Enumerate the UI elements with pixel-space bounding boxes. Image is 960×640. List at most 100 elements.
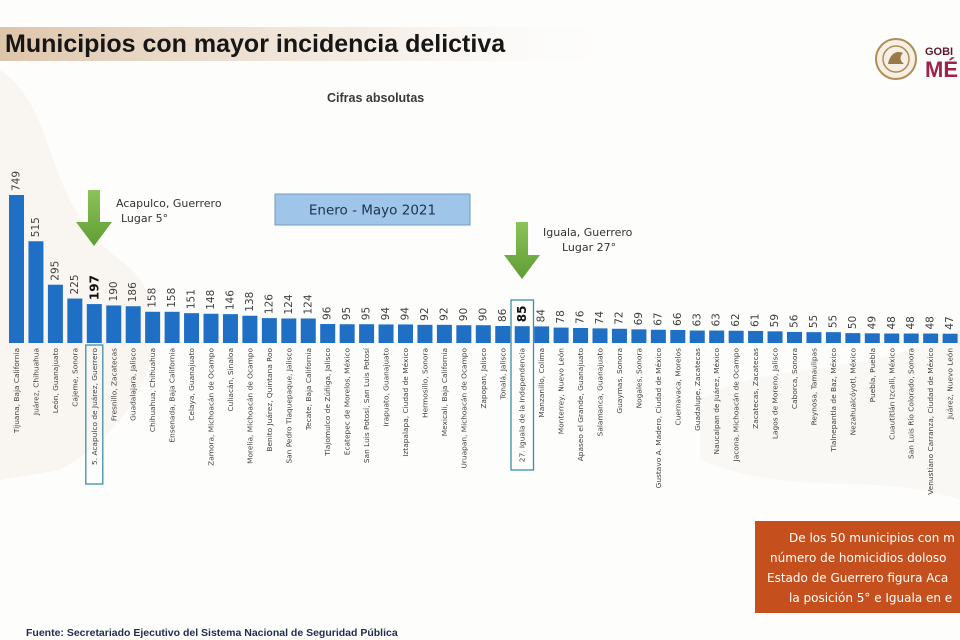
category-label-31: Salamanca, Guanajuato bbox=[596, 348, 605, 437]
value-label-41: 56 bbox=[789, 314, 801, 328]
value-label-47: 48 bbox=[905, 316, 917, 329]
bar-45 bbox=[864, 333, 880, 343]
value-label-15: 124 bbox=[283, 294, 295, 314]
value-label-14: 126 bbox=[263, 294, 275, 314]
category-label-21: Iztapalapa, Ciudad de México bbox=[401, 348, 410, 457]
category-label-5: 5. Acapulco de Juárez, Guerrero bbox=[90, 348, 99, 465]
value-label-46: 48 bbox=[886, 316, 898, 329]
category-label-13: Morelia, Michoacán de Ocampo bbox=[245, 348, 254, 464]
bar-28 bbox=[534, 326, 550, 343]
bar-5 bbox=[86, 304, 102, 343]
category-label-18: Ecatepec de Morelos, México bbox=[343, 348, 352, 456]
category-label-14: Benito Juárez, Quintana Roo bbox=[265, 348, 274, 452]
bar-15 bbox=[281, 318, 297, 343]
value-label-49: 47 bbox=[944, 316, 956, 329]
category-label-35: Cuernavaca, Morelos bbox=[673, 348, 682, 426]
category-label-1: Tijuana, Baja California bbox=[12, 348, 21, 434]
category-label-45: Puebla, Puebla bbox=[868, 348, 877, 402]
value-label-28: 84 bbox=[536, 309, 548, 323]
value-label-39: 61 bbox=[750, 314, 762, 327]
background-watermark bbox=[0, 70, 960, 500]
logo-text-line2: MÉ bbox=[925, 57, 958, 82]
value-label-45: 49 bbox=[866, 316, 878, 329]
category-label-41: Caborca, Sonora bbox=[790, 348, 799, 409]
bar-2 bbox=[28, 241, 44, 343]
value-label-10: 151 bbox=[186, 289, 198, 309]
highlight-box-acapulco bbox=[85, 344, 104, 485]
category-label-25: Zapopan, Jalisco bbox=[479, 348, 488, 409]
logo-emblem-inner-ring bbox=[882, 45, 910, 73]
period-label: Enero - Mayo 2021 bbox=[309, 203, 436, 219]
category-label-30: Apaseo el Grande, Guanajuato bbox=[576, 348, 585, 462]
bar-31 bbox=[592, 328, 608, 343]
bar-11 bbox=[203, 313, 219, 343]
category-label-42: Reynosa, Tamaulipas bbox=[809, 348, 818, 426]
bar-46 bbox=[884, 333, 900, 343]
bar-41 bbox=[787, 331, 802, 343]
value-label-43: 55 bbox=[827, 315, 839, 328]
bar-36 bbox=[689, 330, 705, 343]
category-label-47: San Luis Río Colorado, Sonora bbox=[907, 348, 916, 459]
value-label-13: 138 bbox=[244, 292, 256, 312]
bar-20 bbox=[378, 324, 394, 343]
bar-23 bbox=[436, 324, 452, 343]
value-label-12: 146 bbox=[224, 290, 236, 310]
source-footnote: Fuente: Secretariado Ejecutivo del Siste… bbox=[26, 627, 398, 639]
bar-18 bbox=[339, 324, 355, 343]
value-label-34: 67 bbox=[652, 312, 664, 325]
value-label-27: 85 bbox=[515, 305, 529, 322]
category-label-12: Culiacán, Sinaloa bbox=[226, 348, 235, 412]
note-line-2: número de homicidios doloso bbox=[770, 551, 946, 565]
value-label-33: 69 bbox=[633, 312, 645, 325]
annotation-acapulco-rank: Lugar 5° bbox=[121, 212, 168, 225]
bar-16 bbox=[300, 318, 316, 343]
value-label-38: 62 bbox=[730, 313, 742, 326]
category-label-23: Mexicali, Baja California bbox=[440, 348, 449, 436]
value-label-22: 92 bbox=[419, 307, 431, 320]
category-label-20: Irapuato, Guanajuato bbox=[382, 348, 391, 427]
value-label-35: 66 bbox=[672, 312, 684, 326]
value-label-18: 95 bbox=[341, 307, 353, 320]
value-label-9: 158 bbox=[166, 288, 178, 308]
value-label-16: 124 bbox=[302, 294, 314, 314]
title-band bbox=[0, 27, 640, 61]
bar-26 bbox=[495, 326, 511, 343]
category-label-32: Guaymas, Sonora bbox=[615, 348, 624, 414]
category-label-38: Jacona, Michoacán de Ocampo bbox=[732, 348, 741, 463]
bar-19 bbox=[359, 324, 375, 343]
category-label-26: Tonalá, Jalisco bbox=[498, 348, 507, 401]
annotation-iguala-rank: Lugar 27° bbox=[562, 241, 616, 254]
category-label-4: Cajeme, Sonora bbox=[70, 348, 79, 407]
value-label-36: 63 bbox=[691, 313, 703, 326]
category-label-24: Uruapan, Michoacán de Ocampo bbox=[459, 348, 468, 469]
logo-text-line1: GOBI bbox=[925, 46, 953, 58]
logo-eagle-icon bbox=[888, 52, 904, 64]
bar-1 bbox=[9, 195, 24, 343]
value-label-7: 186 bbox=[127, 282, 139, 302]
category-label-8: Chihuahua, Chihuahua bbox=[148, 348, 157, 432]
bar-6 bbox=[106, 305, 122, 343]
category-label-33: Nogales, Sonora bbox=[634, 348, 643, 408]
bar-9 bbox=[164, 311, 180, 343]
category-label-36: Guadalupe, Zacatecas bbox=[693, 348, 702, 431]
category-label-29: Monterrey, Nuevo León bbox=[557, 348, 566, 434]
value-label-21: 94 bbox=[400, 307, 412, 321]
period-box-bg bbox=[274, 193, 471, 226]
value-label-42: 55 bbox=[808, 315, 820, 328]
category-label-27: 27. Iguala de la Independencia bbox=[518, 348, 527, 462]
category-label-46: Cuautitlán Izcalli, México bbox=[887, 348, 896, 440]
value-label-17: 96 bbox=[322, 306, 334, 320]
value-label-32: 72 bbox=[613, 311, 625, 324]
bar-42 bbox=[806, 332, 822, 343]
value-label-1: 749 bbox=[11, 171, 23, 191]
bar-29 bbox=[553, 327, 569, 343]
bar-4 bbox=[67, 298, 83, 343]
bar-17 bbox=[320, 324, 336, 343]
value-label-11: 148 bbox=[205, 290, 217, 310]
category-label-43: Tlalnepantla de Baz, México bbox=[829, 348, 838, 453]
value-label-4: 225 bbox=[69, 274, 81, 294]
category-label-10: Celaya, Guanajuato bbox=[187, 348, 196, 421]
value-label-2: 515 bbox=[30, 217, 42, 237]
category-label-15: San Pedro Tlaquepaque, Jalisco bbox=[284, 348, 293, 464]
